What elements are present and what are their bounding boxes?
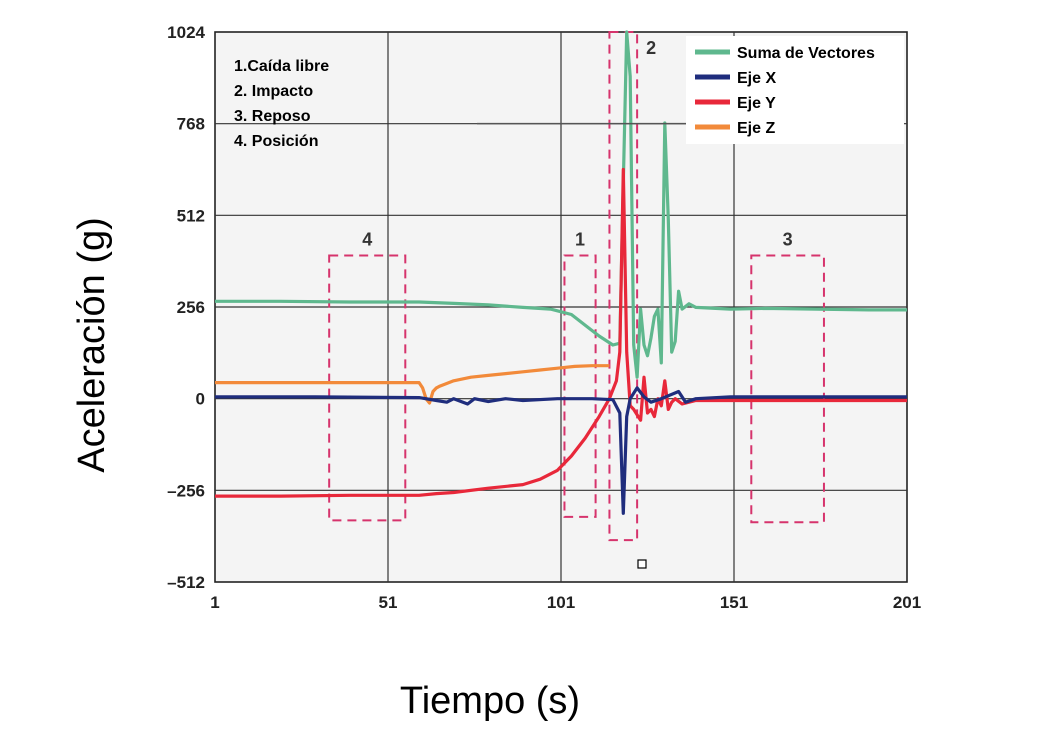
y-tick-label: 512 [177, 206, 205, 225]
x-tick-label: 201 [893, 593, 921, 612]
annotation-item: 1.Caída libre [234, 58, 329, 75]
zone-boxes: 4 1 2 3 [328, 31, 825, 542]
zone-box-3 [750, 254, 825, 524]
zone-box-1 [563, 254, 597, 518]
y-tick-label: 1024 [167, 23, 205, 42]
legend-label: Eje Z [737, 120, 775, 137]
y-tick-label: –512 [167, 573, 205, 592]
series-line-eje-z [215, 364, 610, 405]
zone-label-3: 3 [783, 229, 793, 249]
y-tick-labels: –512 –256 0 256 512 768 1024 [167, 23, 205, 592]
y-tick-label: 256 [177, 298, 205, 317]
y-tick-label: –256 [167, 481, 205, 500]
zone-label-1: 1 [575, 229, 585, 249]
series-lines [215, 30, 907, 515]
legend-label: Eje Y [737, 95, 776, 112]
y-axis-label: Aceleración (g) [71, 217, 113, 473]
series-line-eje-x [215, 386, 907, 515]
zone-box-4 [328, 254, 407, 522]
x-tick-label: 1 [210, 593, 219, 612]
small-marker-icon [637, 559, 647, 569]
zone-label-2: 2 [646, 38, 656, 58]
annotation-item: 4. Posición [234, 133, 318, 150]
zone-box-2 [608, 31, 639, 542]
legend: Suma de Vectores Eje X Eje Y Eje Z [477, 36, 904, 144]
y-tick-label: 768 [177, 115, 205, 134]
x-tick-label: 101 [547, 593, 575, 612]
x-tick-label: 51 [379, 593, 398, 612]
legend-label: Eje X [737, 70, 776, 87]
annotation-list: 1.Caída libre 2. Impacto 3. Reposo 4. Posic… [234, 58, 329, 150]
x-axis-label: Tiempo (s) [400, 680, 580, 722]
annotation-item: 3. Reposo [234, 108, 311, 125]
zone-label-4: 4 [362, 229, 372, 249]
annotation-item: 2. Impacto [234, 83, 313, 100]
legend-label: Suma de Vectores [737, 45, 875, 62]
x-tick-label: 151 [720, 593, 748, 612]
x-tick-labels: 1 51 101 151 201 [210, 593, 921, 612]
y-tick-label: 0 [196, 390, 205, 409]
series-line-suma-de-vectores [215, 30, 907, 379]
